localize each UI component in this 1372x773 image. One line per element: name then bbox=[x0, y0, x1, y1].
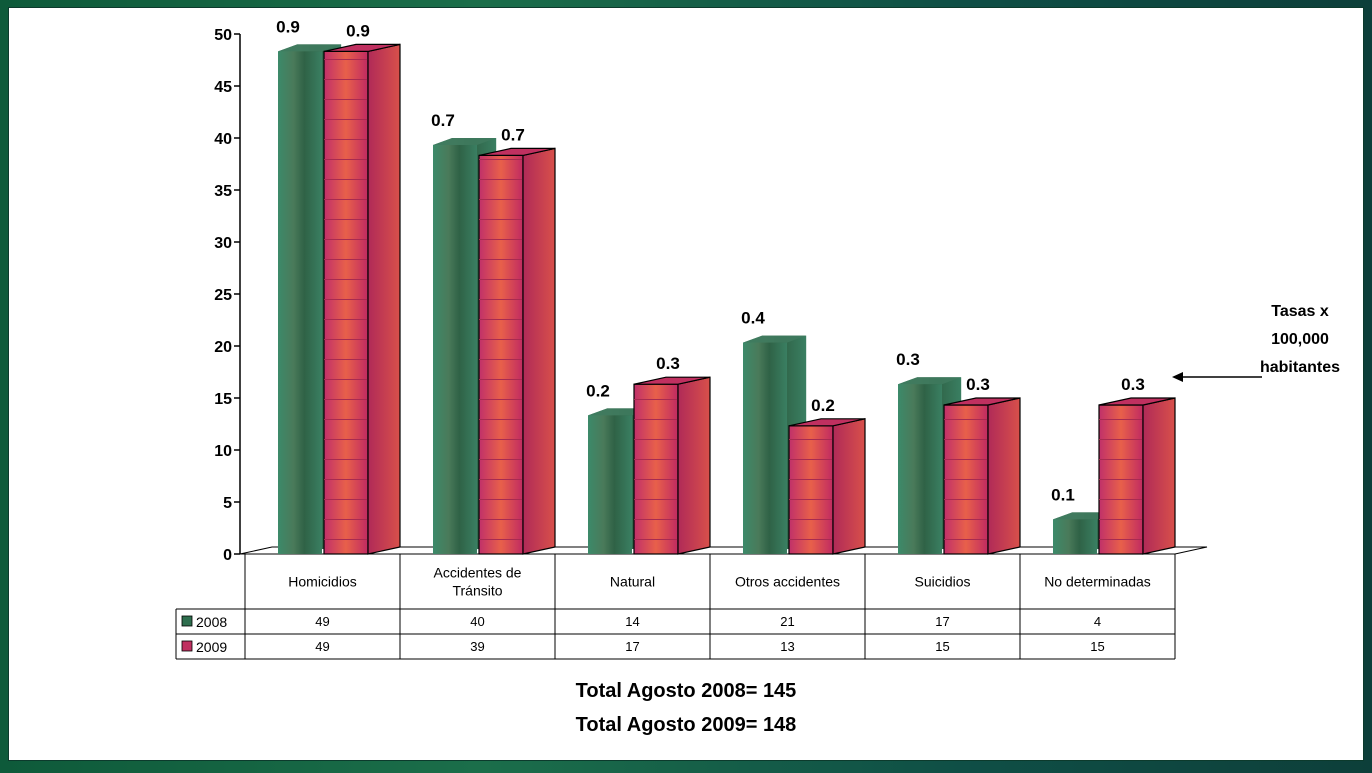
rate-label-2009: 0.7 bbox=[501, 125, 525, 144]
y-tick-label: 20 bbox=[214, 339, 232, 356]
bar-2009-texture bbox=[479, 155, 523, 554]
bar-2008-top bbox=[743, 335, 807, 343]
bar-2008-front bbox=[433, 145, 477, 554]
table-cell: 40 bbox=[470, 614, 484, 629]
legend-swatch bbox=[181, 640, 193, 652]
rate-annotation: Tasas x 100,000 habitantes bbox=[1172, 303, 1340, 382]
table-cell: 39 bbox=[470, 639, 484, 654]
table-cell: 17 bbox=[935, 614, 949, 629]
table-cell: 49 bbox=[315, 614, 329, 629]
annotation-arrow-head bbox=[1172, 372, 1183, 382]
table-cell: 14 bbox=[625, 614, 639, 629]
rate-label-2008: 0.9 bbox=[276, 17, 300, 36]
bar-2008-front bbox=[588, 415, 632, 554]
bar-2009-texture bbox=[634, 384, 678, 554]
bars-layer bbox=[278, 43, 1176, 555]
y-tick-label: 35 bbox=[214, 183, 232, 200]
bar-2009-texture bbox=[1099, 405, 1143, 554]
category-label: Homicidios bbox=[288, 574, 356, 590]
rate-label-2008: 0.1 bbox=[1051, 485, 1075, 504]
bar-2008-front bbox=[278, 51, 322, 555]
rate-label-2008: 0.3 bbox=[896, 350, 920, 369]
bar-2009-top bbox=[788, 418, 866, 427]
data-table: Homicidios Accidentes de Tránsito Natural Ot… bbox=[175, 554, 1176, 660]
bar-2009-side bbox=[1142, 397, 1176, 555]
labels-layer: 0.9 0.9 0.7 0.7 0.2 0.3 0.4 0.2 0.3 0.3 0.1 0.3 bbox=[276, 17, 1145, 504]
y-tick-label: 5 bbox=[223, 495, 232, 512]
bar-2008-top bbox=[898, 377, 962, 385]
rate-label-2008: 0.4 bbox=[741, 309, 765, 328]
bar-2009-top bbox=[633, 376, 711, 385]
bar-2009-top bbox=[943, 397, 1021, 406]
y-tick-label: 30 bbox=[214, 235, 232, 252]
category-label: Natural bbox=[610, 574, 655, 590]
bar-2008-front bbox=[898, 384, 942, 554]
bar-2009-texture bbox=[324, 51, 368, 555]
y-tick-label: 40 bbox=[214, 131, 232, 148]
legend-label: 2009 bbox=[196, 639, 227, 655]
annotation-text: habitantes bbox=[1260, 359, 1340, 376]
table-cell: 4 bbox=[1094, 614, 1101, 629]
rate-label-2009: 0.2 bbox=[811, 396, 835, 415]
table-cell: 21 bbox=[780, 614, 794, 629]
rate-label-2009: 0.3 bbox=[1121, 375, 1145, 394]
category-label: Suicidios bbox=[914, 574, 970, 590]
rate-label-2008: 0.7 bbox=[431, 111, 455, 130]
category-label: Accidentes de bbox=[434, 565, 522, 581]
total-2009: Total Agosto 2009= 148 bbox=[575, 714, 797, 736]
table-cell: 13 bbox=[780, 639, 794, 654]
y-tick-label: 15 bbox=[214, 391, 232, 408]
y-tick-label: 45 bbox=[214, 79, 232, 96]
rate-label-2008: 0.2 bbox=[586, 381, 610, 400]
legend-label: 2008 bbox=[196, 614, 227, 630]
y-tick-label: 25 bbox=[214, 287, 232, 304]
legend-swatch bbox=[181, 615, 193, 627]
bar-2009-side bbox=[677, 376, 711, 555]
annotation-text: Tasas x bbox=[1271, 303, 1329, 320]
bar-2008-top bbox=[433, 138, 497, 145]
bar-2009-texture bbox=[789, 425, 833, 554]
bar-2009-side bbox=[832, 418, 866, 555]
total-2008: Total Agosto 2008= 145 bbox=[575, 680, 797, 702]
rate-label-2009: 0.9 bbox=[346, 21, 370, 40]
bar-2008-front bbox=[1053, 519, 1097, 554]
bar-2009-top bbox=[1098, 397, 1176, 406]
category-label: No determinadas bbox=[1044, 574, 1151, 590]
bar-2009-top bbox=[323, 43, 401, 53]
bar-2009-side bbox=[522, 147, 556, 555]
bar-2009-top bbox=[478, 147, 556, 156]
category-label: Tránsito bbox=[452, 583, 502, 599]
bar-2009-side bbox=[987, 397, 1021, 555]
table-cell: 15 bbox=[1090, 639, 1104, 654]
table-cell: 49 bbox=[315, 639, 329, 654]
bar-2008-top bbox=[278, 44, 342, 52]
y-tick-label: 50 bbox=[214, 27, 232, 44]
bar-2009-texture bbox=[944, 405, 988, 554]
table-cell: 15 bbox=[935, 639, 949, 654]
rate-label-2009: 0.3 bbox=[966, 375, 990, 394]
rate-label-2009: 0.3 bbox=[656, 354, 680, 373]
bar-2009-side bbox=[367, 43, 401, 555]
bar-2008-front bbox=[743, 342, 787, 554]
y-tick-label: 0 bbox=[223, 547, 232, 564]
table-cell: 17 bbox=[625, 639, 639, 654]
y-tick-label: 10 bbox=[214, 443, 232, 460]
category-label: Otros accidentes bbox=[735, 574, 840, 590]
annotation-text: 100,000 bbox=[1271, 331, 1329, 348]
